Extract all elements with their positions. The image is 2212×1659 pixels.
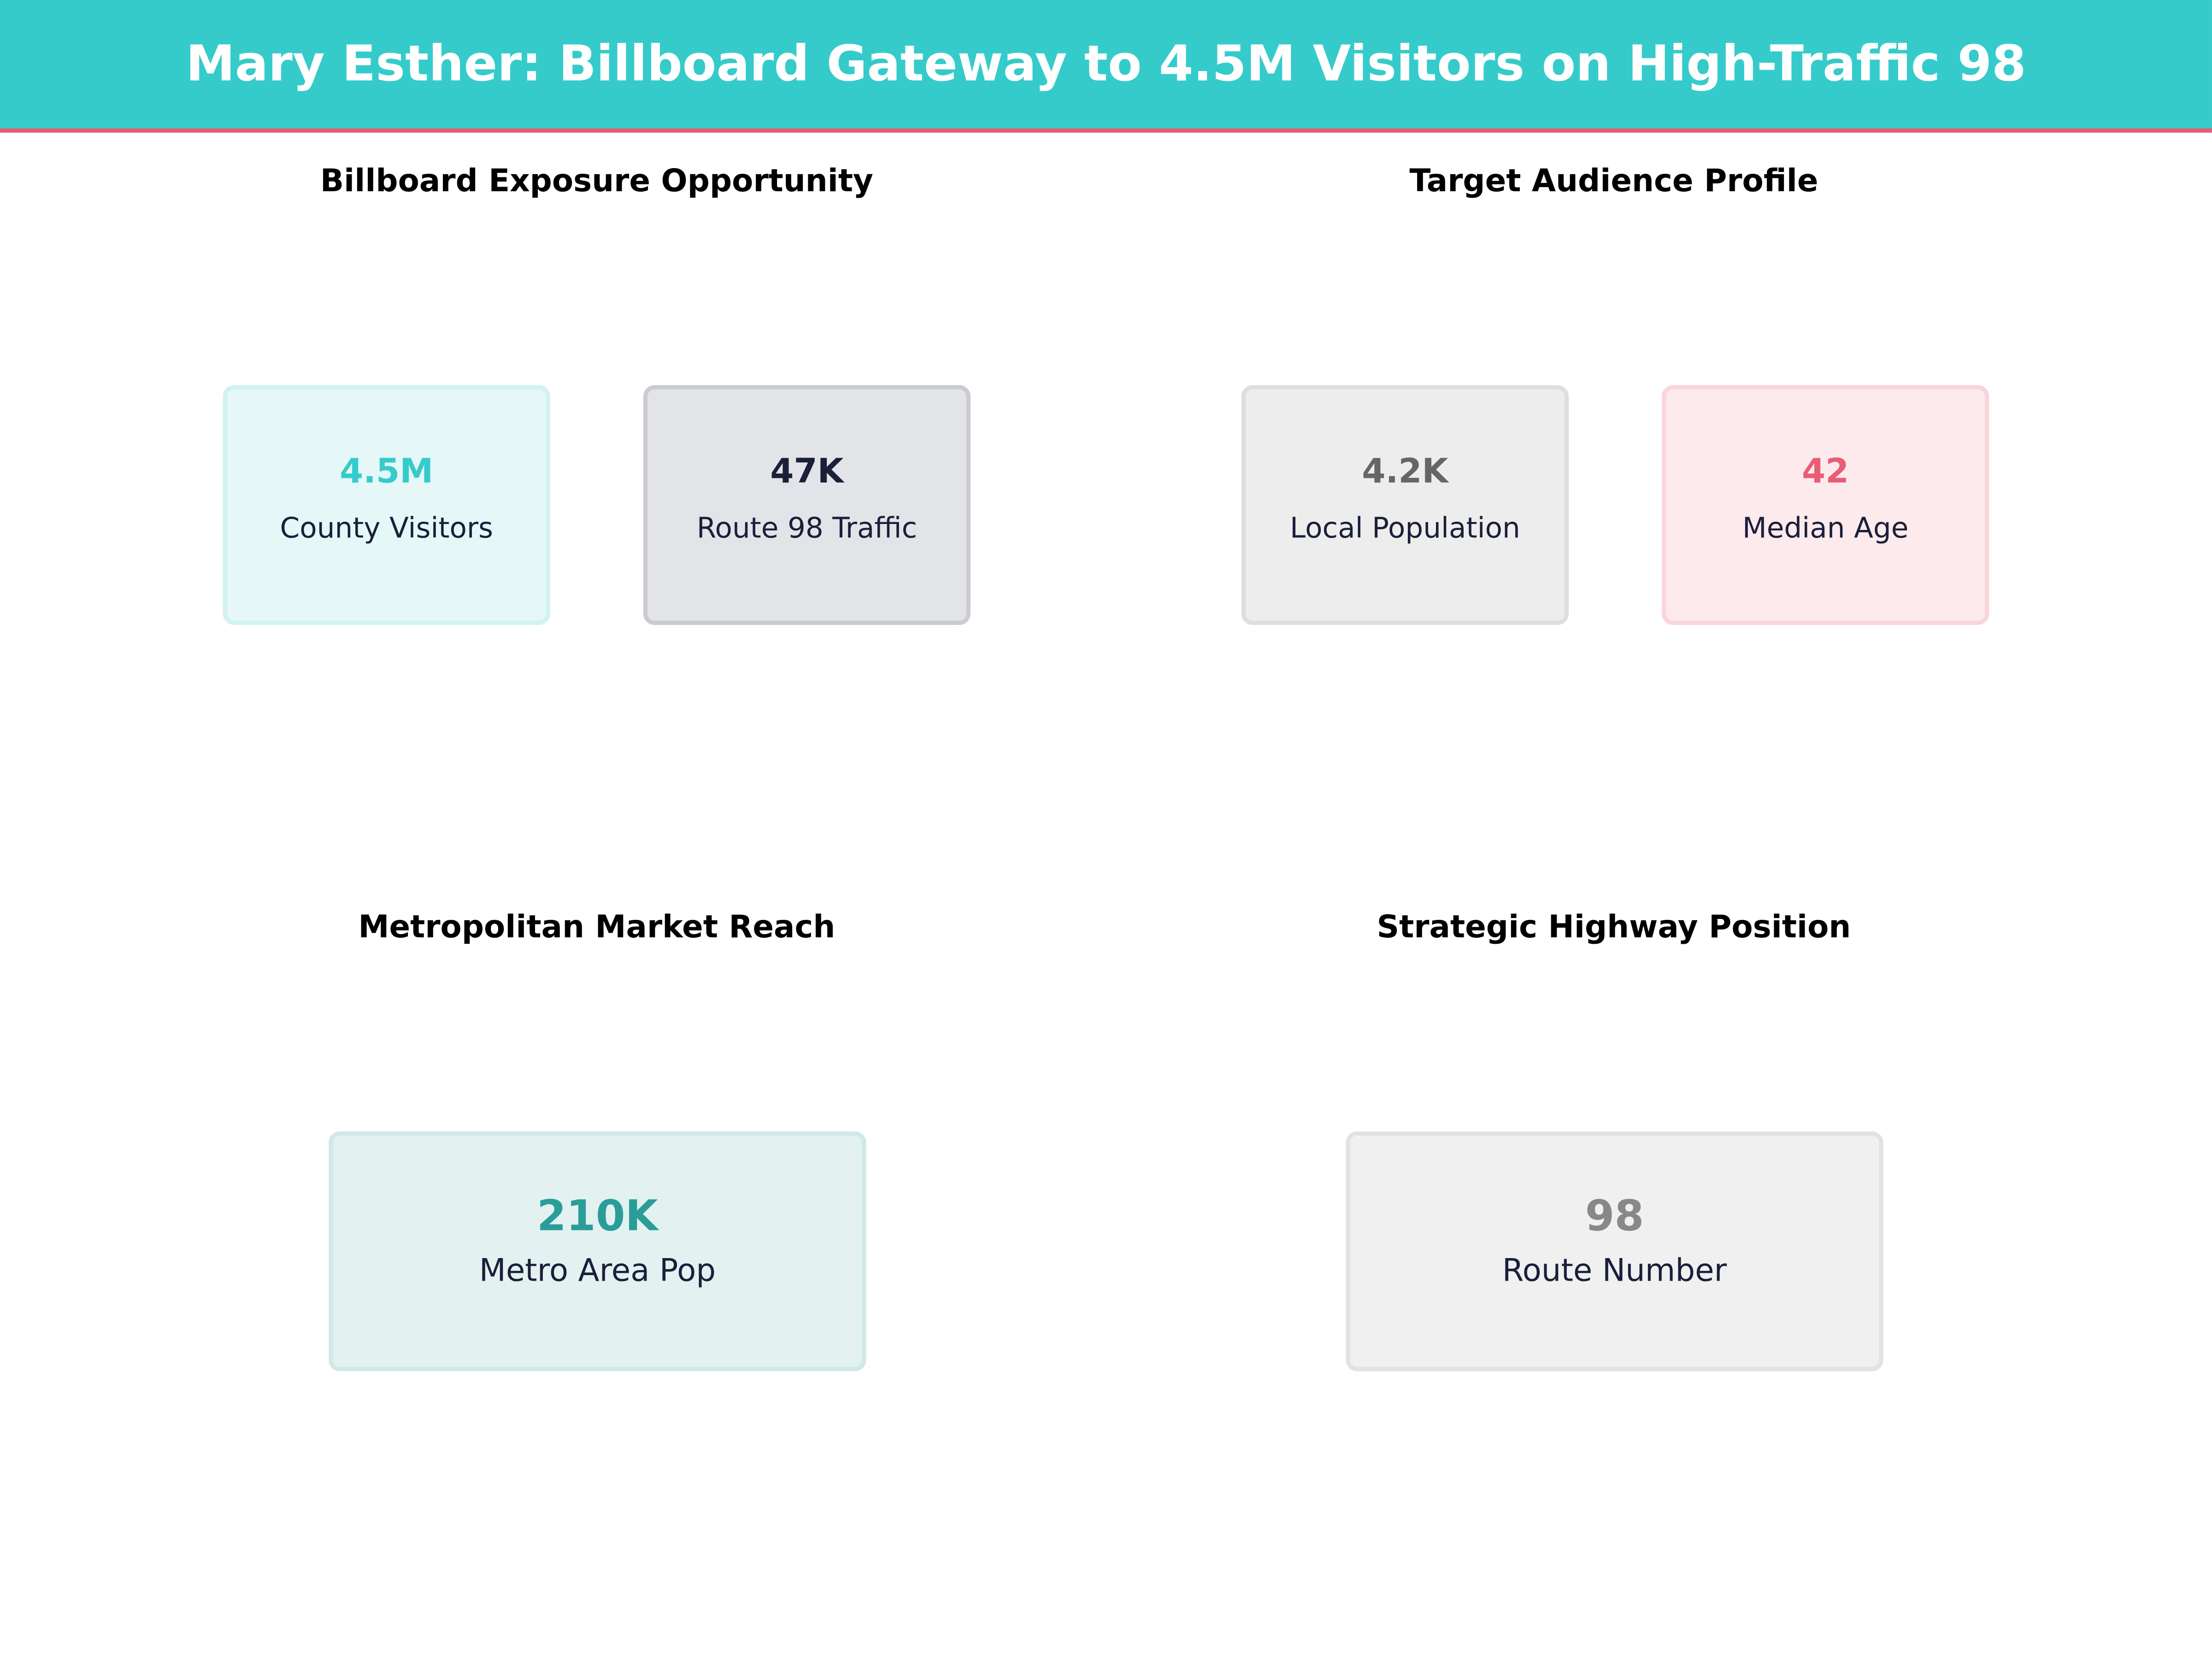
kpi-label: Median Age <box>1742 511 1909 545</box>
panel-title-highway: Strategic Highway Position <box>1377 911 1851 946</box>
kpi-value: 47K <box>770 451 844 491</box>
kpi-label: County Visitors <box>280 511 494 545</box>
kpi-label: Metro Area Pop <box>479 1254 716 1289</box>
kpi-value: 4.5M <box>340 451 434 491</box>
kpi-value: 210K <box>536 1192 658 1241</box>
kpi-label: Local Population <box>1290 511 1520 545</box>
panel-title-exposure: Billboard Exposure Opportunity <box>320 164 873 200</box>
page-title: Mary Esther: Billboard Gateway to 4.5M V… <box>186 36 2026 93</box>
kpi-value: 42 <box>1802 451 1849 491</box>
kpi-card-county-visitors: 4.5M County Visitors <box>223 385 550 625</box>
kpi-card-metro-pop: 210K Metro Area Pop <box>329 1131 866 1371</box>
kpi-value: 4.2K <box>1362 451 1448 491</box>
kpi-card-local-population: 4.2K Local Population <box>1241 385 1569 625</box>
kpi-card-route-traffic: 47K Route 98 Traffic <box>643 385 971 625</box>
kpi-value: 98 <box>1585 1192 1644 1241</box>
header-banner: Mary Esther: Billboard Gateway to 4.5M V… <box>0 0 2212 133</box>
kpi-label: Route 98 Traffic <box>696 511 918 545</box>
panel-title-audience: Target Audience Profile <box>1409 164 1818 200</box>
kpi-label: Route Number <box>1502 1254 1727 1289</box>
kpi-card-median-age: 42 Median Age <box>1662 385 1989 625</box>
kpi-card-route-number: 98 Route Number <box>1346 1131 1883 1371</box>
panel-title-metro: Metropolitan Market Reach <box>358 911 835 946</box>
